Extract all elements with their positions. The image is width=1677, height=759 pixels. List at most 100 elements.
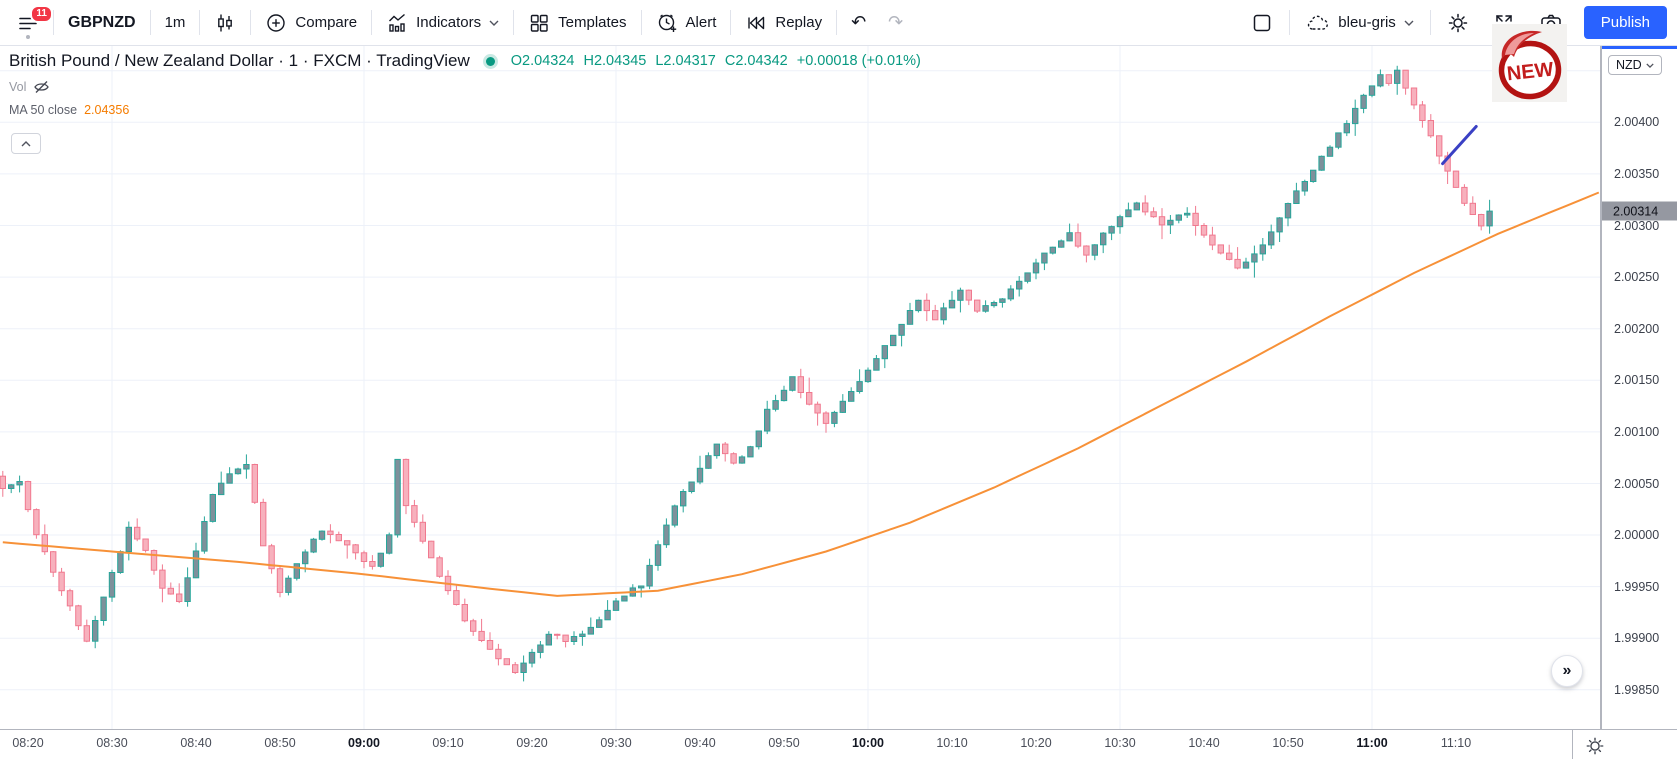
change-value: +0.00018 (+0.01%) [796,53,921,69]
price-tick-label: 2.00150 [1614,373,1660,388]
chevron-down-icon [489,20,499,26]
time-tick-label: 09:30 [600,736,632,750]
candles-layer [0,65,1493,682]
alert-label: Alert [685,14,717,31]
alert-clock-icon [658,13,676,32]
price-tick-label: 2.00400 [1614,115,1660,130]
templates-label: Templates [558,14,627,31]
price-tick-label: 2.00000 [1614,528,1660,542]
new-stamp-image: NEW [1492,24,1567,102]
eye-hidden-icon[interactable] [33,80,50,94]
currency-selector[interactable]: NZD [1608,55,1662,75]
ma-legend-row: MA 50 close 2.04356 [9,103,921,117]
time-axis-separator [1572,730,1573,759]
time-axis-settings-button[interactable] [1582,733,1608,759]
price-tick-label: 2.00350 [1614,166,1660,181]
legend-title-row: British Pound / New Zealand Dollar · 1 ·… [9,51,921,71]
toolbar-separator [199,10,201,35]
top-toolbar: 11 GBPNZD 1m Compare Indicators Template… [0,0,1677,46]
toolbar-separator [53,10,54,35]
time-tick-label: 10:40 [1188,736,1220,750]
scroll-to-realtime-button[interactable]: » [1551,655,1583,687]
toolbar-separator [513,10,515,35]
time-tick-label: 08:20 [12,736,44,750]
replay-button[interactable]: Replay [734,6,833,40]
sun-gear-icon [1586,737,1604,755]
cloud-layout-button[interactable]: bleu-gris [1295,6,1425,40]
time-tick-label: 10:50 [1272,736,1304,750]
chevron-down-icon [1646,62,1654,68]
symbol-button[interactable]: GBPNZD [68,13,136,31]
publish-button[interactable]: Publish [1583,6,1667,39]
volume-legend-row: Vol [9,80,921,94]
toolbar-separator [1289,10,1291,35]
legend-collapse-button[interactable] [11,133,41,154]
currency-label: NZD [1616,58,1642,72]
toolbar-separator [640,10,642,35]
toolbar-separator [836,10,838,35]
time-axis[interactable]: 08:20 08:30 08:40 08:50 09:00 09:10 09:20 09:30… [0,729,1677,759]
high-value: H2.04345 [583,53,647,69]
fullscreen-button[interactable] [1482,6,1526,40]
undo-icon: ↶ [851,11,867,33]
grid-layer [0,46,1600,729]
time-tick-label: 11:00 [1356,736,1388,750]
chart-style-button[interactable] [203,6,247,40]
price-tick-label: 2.00300 [1614,218,1660,233]
low-value: L2.04317 [655,53,716,69]
toolbar-separator [1429,10,1431,35]
undo-button[interactable]: ↶ [840,6,877,40]
volume-label: Vol [9,80,27,94]
open-value: O2.04324 [510,53,575,69]
menu-dot [26,34,30,39]
double-chevron-right-icon: » [1562,662,1572,679]
ma-label: MA 50 close [9,103,78,117]
layout-select-button[interactable] [1240,6,1284,40]
layout-grid-icon [1254,14,1271,31]
last-price-label: 2.00314 [1602,201,1677,221]
axis-top-accent [1602,46,1677,49]
toolbar-separator [371,10,373,35]
time-tick-label: 10:20 [1020,736,1052,750]
compare-button[interactable]: Compare [254,6,368,40]
replay-rewind-icon [748,16,765,29]
price-tick-label: 1.99950 [1614,579,1660,594]
svg-text:NEW: NEW [1506,59,1555,86]
settings-gear-icon [1448,13,1468,32]
time-tick-label: 08:40 [180,736,212,750]
time-tick-label: 10:00 [852,736,884,750]
price-tick-label: 2.00050 [1614,476,1660,491]
indicators-label: Indicators [416,14,482,31]
toolbar-separator [730,10,732,35]
fullscreen-icon [1496,14,1512,22]
compare-label: Compare [295,14,358,31]
main-menu-button[interactable]: 11 [6,4,53,40]
chart-settings-button[interactable] [1436,6,1480,40]
ma50-line[interactable] [2,191,1600,597]
templates-button[interactable]: Templates [517,6,637,40]
indicators-button[interactable]: Indicators [375,6,510,40]
candlestick-chart[interactable] [0,46,1600,729]
chevron-down-icon [1404,20,1414,26]
notification-badge: 11 [30,4,53,23]
price-tick-label: 1.99850 [1614,682,1660,697]
toolbar-separator [149,10,151,35]
layout-name-label: bleu-gris [1338,14,1396,31]
price-tick-label: 2.00250 [1614,270,1660,285]
time-tick-label: 09:20 [516,736,548,750]
ohlc-values: O2.04324 H2.04345 L2.04317 C2.04342 +0.0… [511,53,921,69]
ma-value: 2.04356 [84,103,130,117]
trend-line-drawing[interactable] [1441,125,1478,166]
interval-button[interactable]: 1m [164,14,186,31]
price-tick-label: 2.00100 [1614,424,1660,439]
candles-style-icon [218,14,233,31]
redo-button[interactable]: ↷ [877,6,914,40]
compare-plus-icon [267,13,286,32]
time-tick-label: 09:50 [768,736,800,750]
price-axis[interactable]: NZD 2.00314 2.00400 2.00350 2.00300 2.00250… [1600,46,1677,729]
time-tick-label: 08:30 [96,736,128,750]
chart-legend: British Pound / New Zealand Dollar · 1 ·… [9,51,921,117]
alert-button[interactable]: Alert [645,6,728,40]
time-tick-label: 09:10 [432,736,464,750]
chevron-up-icon [21,140,31,146]
